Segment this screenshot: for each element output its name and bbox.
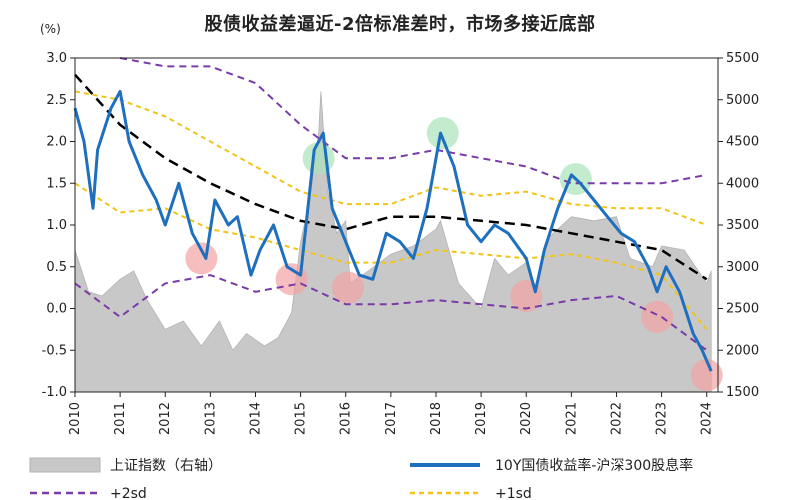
series--2sd-line [119,57,707,185]
highlight-circle-7 [426,117,459,150]
x-tick-label-2: 2012 [158,402,173,435]
right-tick-label-7: 2000 [726,343,759,358]
right-tick-label-6: 2500 [726,302,759,317]
x-tick-label-6: 2016 [339,402,354,435]
spread-line-layer [73,89,713,372]
right-tick-label-8: 1500 [726,385,759,400]
axis-layer: 3.0 2.5 2.0 1.5 1.0 0.5 0.0 -0.5 -1.0 5500 5000 450… [42,51,759,435]
highlight-circle-0 [185,242,218,275]
x-tick-label-5: 2015 [294,402,309,435]
left-tick-label-5: 0.5 [46,260,67,275]
x-tick-label-0: 2010 [68,402,83,435]
legend: 上证指数（右轴） 10Y国债收益率-沪深300股息率 +2sd +1sd [29,457,693,500]
legend-spread-label: 10Y国债收益率-沪深300股息率 [495,457,693,474]
left-axis-unit: (%) [40,22,61,36]
highlight-circle-2 [331,271,364,304]
x-tick-label-1: 2011 [113,402,128,435]
x-tick-label-9: 2019 [474,402,489,435]
band-layer [74,57,708,352]
x-tick-label-13: 2023 [655,402,670,435]
index-area-layer [74,91,712,393]
legend-index-swatch [29,457,101,473]
x-tick-label-8: 2018 [429,402,444,435]
series--1sd-line [74,182,708,331]
left-tick-label-4: 1.0 [46,218,67,233]
right-tick-label-3: 4000 [726,176,759,191]
left-tick-label-7: -0.5 [42,343,67,358]
right-tick-label-5: 3000 [726,260,759,275]
left-tick-label-3: 1.5 [46,176,67,191]
left-tick-label-1: 2.5 [46,93,67,108]
right-tick-label-4: 3500 [726,218,759,233]
highlight-circle-6 [302,142,335,175]
series-index-area [74,91,712,393]
x-tick-label-11: 2021 [564,402,579,435]
right-tick-label-1: 5000 [726,93,759,108]
left-tick-label-8: -1.0 [42,385,67,400]
highlight-circle-4 [641,300,674,333]
series-mean-line [74,73,708,281]
left-tick-label-2: 2.0 [46,135,67,150]
series-spread-line [73,89,713,372]
highlight-circle-5 [690,359,723,392]
x-tick-label-4: 2014 [248,402,263,435]
legend-plus1sd-label: +1sd [495,486,532,500]
right-tick-label-2: 4500 [726,135,759,150]
x-tick-label-10: 2020 [519,402,534,435]
right-tick-label-0: 5500 [726,51,759,66]
chart-title: 股债收益差逼近-2倍标准差时，市场多接近底部 [204,14,596,35]
x-tick-label-3: 2013 [203,402,218,435]
x-tick-label-12: 2022 [609,402,624,435]
left-tick-label-6: 0.0 [46,302,67,317]
legend-plus2sd-label: +2sd [110,486,147,500]
highlight-layer [185,117,723,392]
x-tick-label-7: 2017 [384,402,399,435]
series--1sd-line [74,90,708,226]
legend-index-label: 上证指数（右轴） [110,458,222,474]
x-tick-label-14: 2024 [700,402,715,435]
left-tick-label-0: 3.0 [46,51,67,66]
